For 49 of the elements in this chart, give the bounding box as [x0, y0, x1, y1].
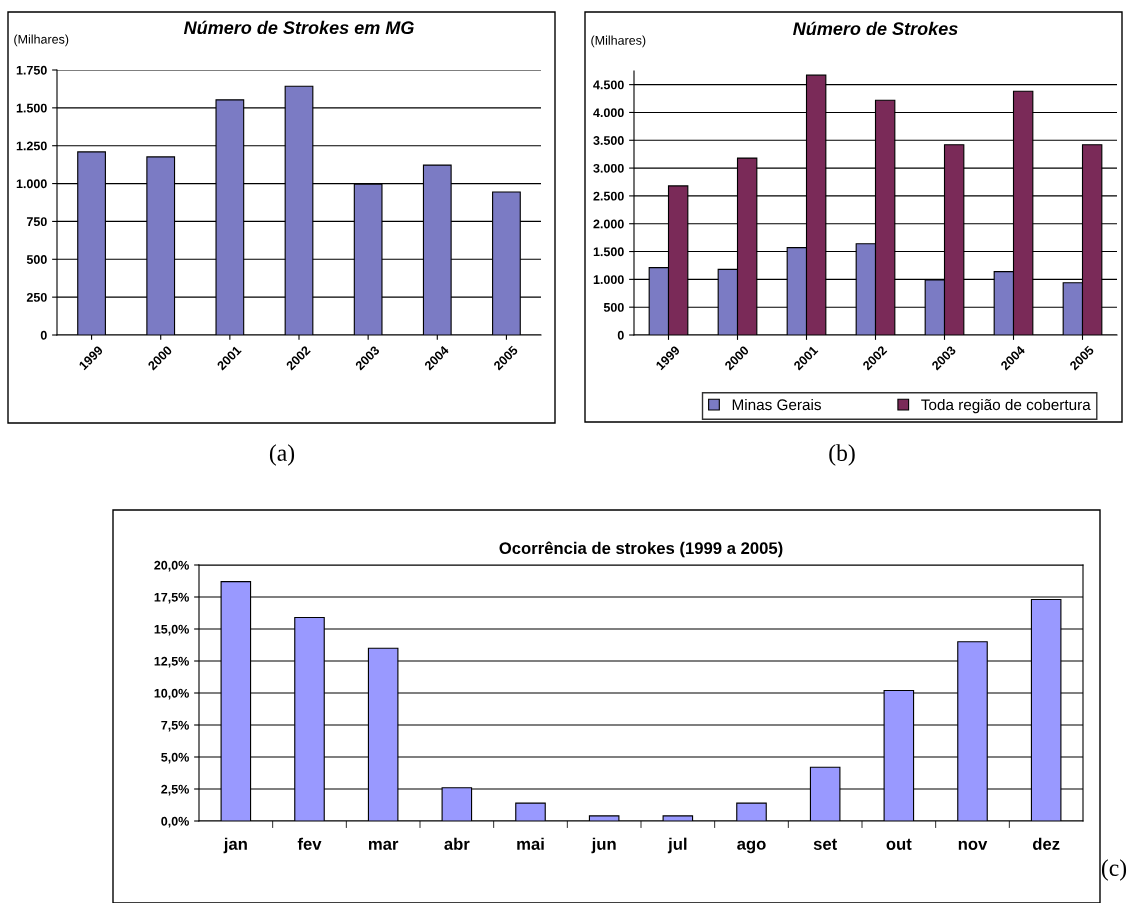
y-tick-label: 500 — [603, 302, 624, 312]
x-tick-label: abr — [444, 837, 470, 850]
x-tick-label: ago — [737, 840, 766, 854]
x-tick-label: out — [886, 838, 912, 850]
text: (a) — [269, 444, 295, 466]
y-tick-label: 17,5% — [154, 592, 189, 604]
y-tick-label: 1.750 — [16, 65, 47, 75]
y-tick-label: 3.500 — [593, 136, 624, 145]
y-tick-label: 1.000 — [593, 275, 624, 285]
y-tick-label: 2.000 — [593, 219, 624, 229]
y-tick-label: 2,5% — [161, 784, 189, 796]
y-tick-label: 3.000 — [593, 163, 624, 173]
y-tick-label: 1.250 — [16, 141, 47, 151]
y-axis-title: (Milhares) — [591, 35, 646, 48]
legend-label: Toda região de cobertura — [921, 398, 1091, 414]
text: (c) — [1101, 859, 1127, 881]
x-tick-label: set — [813, 838, 838, 850]
chart-title: Ocorrência de strokes (1999 a 2005) — [499, 541, 783, 558]
y-tick-label: 500 — [26, 255, 47, 264]
y-tick-label: 250 — [26, 292, 47, 302]
y-tick-label: 20,0% — [154, 560, 189, 572]
x-tick-label: mar — [368, 840, 399, 850]
y-tick-label: 10,0% — [154, 688, 189, 700]
y-tick-label: 5,0% — [161, 752, 189, 764]
x-tick-label: dez — [1032, 837, 1060, 850]
chart-title: Número de Strokes em MG — [183, 20, 414, 35]
y-tick-label: 1.500 — [593, 247, 624, 257]
y-tick-label: 15,0% — [154, 624, 189, 636]
y-tick-label: 2.500 — [593, 191, 624, 201]
y-tick-label: 0 — [617, 330, 624, 340]
chart-title: Número de Strokes — [793, 21, 958, 36]
y-tick-label: 4.500 — [593, 80, 624, 90]
y-tick-label: 1.000 — [16, 179, 47, 189]
text: (b) — [829, 444, 855, 466]
x-tick-label: nov — [958, 840, 988, 850]
x-tick-label: fev — [297, 837, 322, 850]
x-tick-label: jan — [223, 837, 247, 854]
y-tick-label: 1.500 — [16, 103, 47, 113]
y-axis-title: (Milhares) — [14, 34, 69, 47]
y-tick-label: 12,5% — [154, 656, 189, 668]
y-tick-label: 0 — [40, 330, 47, 340]
x-tick-label: jul — [667, 837, 687, 854]
y-tick-label: 7,5% — [161, 720, 189, 732]
y-tick-label: 4.000 — [593, 108, 624, 118]
y-tick-label: 750 — [26, 217, 47, 227]
x-tick-label: mai — [517, 837, 544, 850]
legend-label: Minas Gerais — [732, 398, 821, 411]
x-tick-label: jun — [591, 837, 616, 854]
y-tick-label: 0,0% — [161, 816, 189, 828]
